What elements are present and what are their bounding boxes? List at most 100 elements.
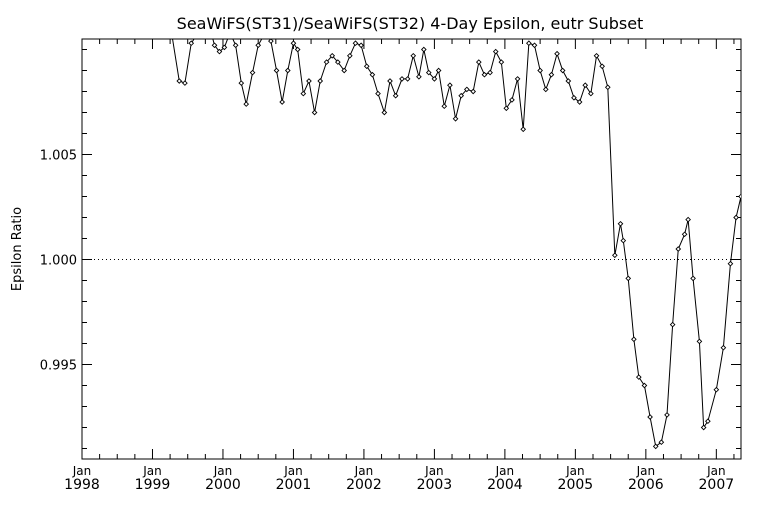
data-point [381, 109, 388, 116]
data-point [195, 33, 199, 37]
x-tick-year: 1999 [135, 477, 171, 493]
data-point [431, 76, 438, 82]
data-point [690, 275, 696, 282]
plot-frame [81, 38, 742, 460]
data-point [641, 382, 648, 389]
data-point [311, 109, 318, 116]
data-point [410, 52, 417, 59]
data-point [625, 275, 632, 282]
data-point [705, 418, 711, 425]
x-tick-year: 2001 [276, 477, 312, 493]
data-point [514, 76, 521, 82]
x-tick-month: Jan [706, 464, 726, 478]
data-point [492, 48, 499, 55]
series-group [171, 33, 741, 450]
x-tick-year: 2002 [346, 477, 382, 493]
data-point [211, 42, 218, 49]
data-point [685, 216, 691, 223]
data-point [475, 59, 482, 65]
x-tick-month: Jan [142, 464, 162, 478]
data-point [675, 246, 682, 252]
data-point [599, 63, 605, 70]
data-point [617, 220, 624, 227]
x-tick-year: 1998 [64, 477, 100, 493]
data-point [392, 92, 399, 99]
data-point [279, 99, 286, 105]
data-point [399, 76, 405, 82]
data-point [294, 46, 301, 53]
data-point [232, 42, 239, 49]
data-point [300, 90, 307, 97]
x-tick-month: Jan [72, 464, 92, 478]
data-point [620, 237, 627, 244]
data-point [387, 78, 393, 84]
data-point [696, 338, 703, 345]
data-point [647, 414, 653, 420]
data-point [329, 52, 336, 59]
data-point [571, 94, 577, 101]
data-point [375, 90, 381, 97]
data-point [268, 39, 274, 44]
data-point [463, 86, 470, 93]
x-tick-month: Jan [636, 464, 656, 478]
data-point [273, 67, 280, 74]
data-point [481, 71, 488, 78]
data-point [425, 69, 432, 76]
data-point [635, 374, 642, 380]
data-point [238, 80, 245, 86]
data-point [447, 82, 453, 89]
data-point [221, 44, 228, 51]
data-point [317, 78, 324, 84]
data-point [346, 52, 353, 59]
data-point [559, 67, 566, 74]
data-point [171, 39, 173, 40]
data-point [652, 443, 659, 450]
data-point [727, 260, 734, 267]
x-tick-year: 2004 [487, 477, 523, 493]
x-tick-year: 2000 [205, 477, 241, 493]
data-point [631, 336, 637, 343]
data-point [588, 90, 594, 97]
data-point [738, 193, 741, 200]
data-point [470, 88, 477, 95]
data-point [612, 252, 618, 259]
data-point [700, 424, 707, 431]
y-tick-label: 1.005 [40, 149, 77, 164]
x-tick-month: Jan [424, 464, 444, 478]
data-point [498, 59, 505, 65]
data-point [341, 67, 348, 74]
x-axis-ticks: Jan1998Jan1999Jan2000Jan2001Jan2002Jan20… [64, 39, 735, 493]
data-point [565, 78, 572, 84]
data-point [720, 344, 727, 351]
y-axis-ticks: 0.995 1.000 1.005 [40, 49, 741, 449]
data-point [658, 439, 665, 446]
x-tick-year: 2005 [558, 477, 594, 493]
data-point [537, 67, 543, 74]
data-point [713, 386, 720, 393]
data-point [582, 82, 589, 89]
data-point [358, 42, 364, 49]
data-point [255, 42, 262, 49]
data-point [526, 40, 532, 47]
data-point [335, 59, 341, 65]
data-point [435, 67, 442, 74]
data-point [520, 126, 527, 133]
y-axis-label: Epsilon Ratio [10, 207, 25, 291]
data-point [604, 84, 611, 91]
chart-title: SeaWiFS(ST31)/SeaWiFS(ST32) 4-Day Epsilo… [177, 14, 644, 33]
x-tick-month: Jan [283, 464, 303, 478]
x-tick-year: 2003 [417, 477, 453, 493]
data-point [369, 71, 376, 78]
data-point [681, 231, 688, 238]
data-point [352, 40, 359, 47]
data-point [452, 115, 459, 122]
data-point [182, 80, 188, 86]
data-point [404, 76, 411, 82]
x-tick-month: Jan [565, 464, 585, 478]
data-point [416, 73, 422, 80]
data-point [593, 52, 600, 59]
data-point [176, 78, 183, 84]
data-point [249, 69, 256, 76]
